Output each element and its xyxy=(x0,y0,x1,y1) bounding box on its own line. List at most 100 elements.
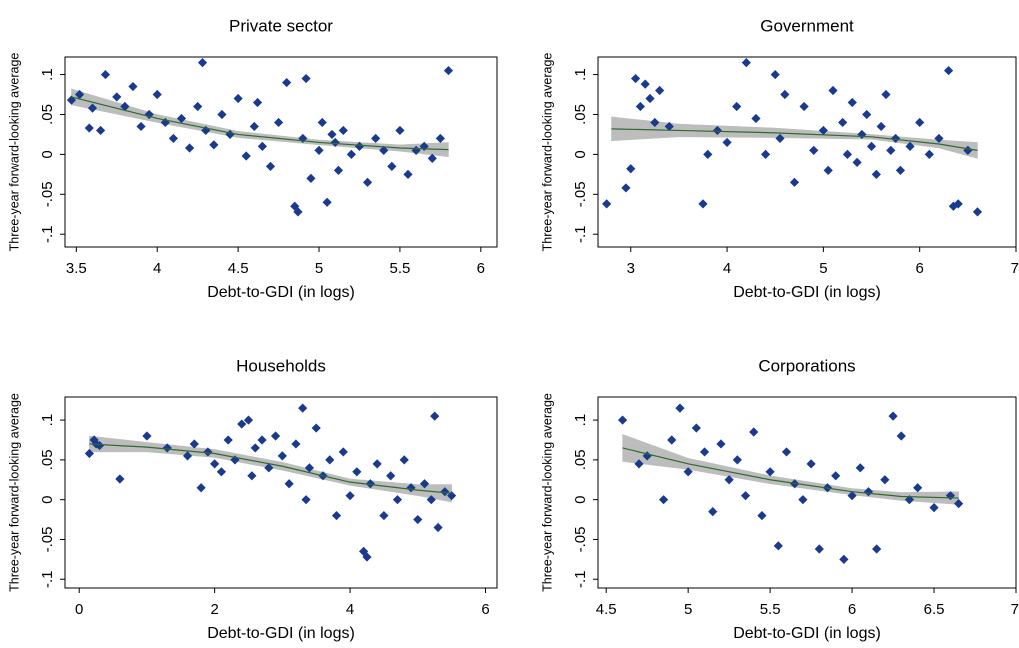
scatter-point xyxy=(724,475,734,485)
scatter-point xyxy=(650,117,660,128)
scatter-point xyxy=(379,145,389,156)
x-tick-label: 4 xyxy=(153,260,161,277)
scatter-point xyxy=(658,495,669,505)
scatter-point xyxy=(945,491,956,501)
y-axis-label: Three-year forward-looking average xyxy=(7,53,21,252)
scatter-point xyxy=(842,149,853,159)
scatter-point xyxy=(196,483,206,493)
scatter-point xyxy=(749,427,759,437)
scatter-point xyxy=(306,173,316,183)
scatter-point xyxy=(924,149,934,159)
scatter-point xyxy=(100,69,111,80)
y-tick-label: .05 xyxy=(572,104,589,125)
scatter-point xyxy=(880,475,890,485)
scatter-point xyxy=(317,117,327,128)
scatter-point xyxy=(664,121,674,132)
scatter-point xyxy=(895,165,906,175)
x-tick-label: 7 xyxy=(1011,601,1019,618)
y-tick-label: .1 xyxy=(39,414,56,427)
scatter-point xyxy=(905,141,915,152)
fit-line xyxy=(89,443,452,494)
y-tick-label: -.05 xyxy=(572,181,589,207)
scatter-point xyxy=(972,207,983,217)
scatter-point xyxy=(871,169,881,179)
scatter-point xyxy=(828,85,838,96)
scatter-point xyxy=(798,495,808,505)
scatter-point xyxy=(314,145,324,156)
scatter-point xyxy=(839,554,849,564)
x-tick-label: 5.5 xyxy=(389,260,410,277)
scatter-point xyxy=(277,451,287,461)
scatter-point xyxy=(84,123,94,133)
scatter-point xyxy=(630,73,641,84)
scatter-point xyxy=(250,443,260,453)
scatter-point xyxy=(387,161,397,171)
scatter-point xyxy=(799,101,809,112)
scatter-point xyxy=(855,463,865,473)
scatter-point xyxy=(257,141,267,152)
plot-frame xyxy=(64,396,498,589)
scatter-point xyxy=(203,447,213,457)
x-axis-label: Debt-to-GDI (in logs) xyxy=(733,284,881,301)
scatter-point xyxy=(806,459,816,469)
scatter-point xyxy=(168,133,179,144)
scatter-point xyxy=(184,143,195,153)
scatter-point xyxy=(872,544,882,554)
scatter-point xyxy=(89,435,99,445)
scatter-point xyxy=(327,129,337,140)
x-tick-label: 2 xyxy=(210,601,218,618)
y-tick-label: .1 xyxy=(39,68,56,81)
fit-line xyxy=(611,128,978,151)
scatter-point xyxy=(781,447,792,457)
scatter-point xyxy=(699,447,710,457)
scatter-point xyxy=(757,510,767,521)
scatter-point xyxy=(862,109,872,120)
scatter-point xyxy=(712,125,723,136)
scatter-point xyxy=(732,455,742,465)
scatter-point xyxy=(120,101,130,112)
scatter-point xyxy=(322,197,332,207)
scatter-point xyxy=(189,439,199,449)
y-tick-label: .05 xyxy=(39,449,56,470)
scatter-point xyxy=(392,495,403,505)
confidence-band xyxy=(622,434,689,470)
scatter-point xyxy=(621,183,631,193)
scatter-point xyxy=(362,552,372,562)
x-tick-label: 5 xyxy=(819,260,827,277)
scatter-point xyxy=(809,145,819,156)
scatter-point xyxy=(780,89,790,100)
scatter-point xyxy=(301,73,311,84)
x-tick-label: 4 xyxy=(346,601,354,618)
scatter-point xyxy=(210,459,220,469)
scatter-point xyxy=(943,65,954,76)
scatter-point xyxy=(770,69,780,80)
scatter-point xyxy=(863,487,874,497)
scatter-point xyxy=(447,491,457,501)
scatter-point xyxy=(87,103,98,113)
scatter-point xyxy=(249,121,259,132)
scatter-point xyxy=(818,125,828,136)
panel-title: Households xyxy=(236,356,326,375)
x-tick-label: 4.5 xyxy=(596,601,617,618)
scatter-point xyxy=(291,439,301,449)
scatter-point xyxy=(209,140,219,150)
scatter-point xyxy=(372,459,382,469)
x-tick-label: 0 xyxy=(75,601,83,618)
scatter-point xyxy=(330,137,340,148)
scatter-point xyxy=(162,443,172,453)
y-tick-label: -.1 xyxy=(39,570,56,588)
scatter-point xyxy=(237,419,247,429)
scatter-point xyxy=(197,57,208,68)
x-tick-label: 5 xyxy=(684,601,692,618)
scatter-point xyxy=(298,403,308,413)
scatter-point xyxy=(354,141,365,152)
scatter-point xyxy=(645,93,655,104)
scatter-point xyxy=(675,403,685,413)
x-axis-label: Debt-to-GDI (in logs) xyxy=(207,284,355,301)
scatter-point xyxy=(338,125,348,136)
scatter-point xyxy=(419,141,429,152)
x-tick-label: 3.5 xyxy=(66,260,87,277)
scatter-point xyxy=(427,153,437,163)
scatter-point xyxy=(814,544,824,554)
scatter-point xyxy=(270,431,281,441)
